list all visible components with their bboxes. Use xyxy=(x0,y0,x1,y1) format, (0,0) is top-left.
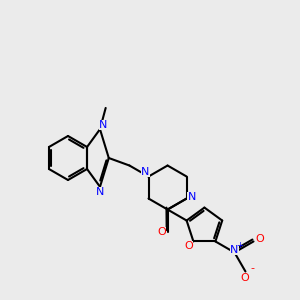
Text: +: + xyxy=(236,241,243,250)
Text: O: O xyxy=(157,226,166,236)
Text: N: N xyxy=(188,191,196,202)
Text: N: N xyxy=(99,120,107,130)
Text: N: N xyxy=(141,167,150,176)
Text: O: O xyxy=(255,234,264,244)
Text: O: O xyxy=(240,272,249,283)
Text: N: N xyxy=(96,187,104,197)
Text: N: N xyxy=(230,245,239,255)
Text: O: O xyxy=(184,242,193,251)
Text: -: - xyxy=(250,263,254,274)
